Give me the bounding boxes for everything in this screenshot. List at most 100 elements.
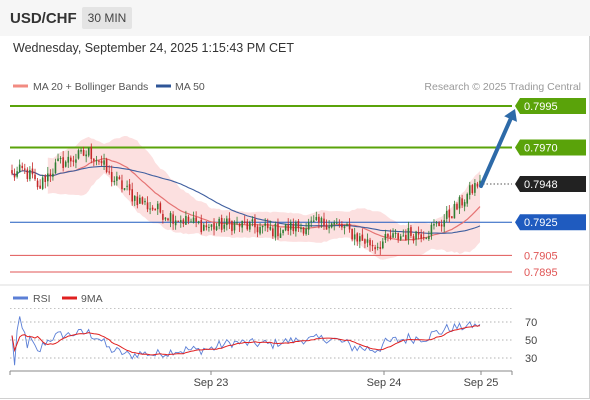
candle bbox=[220, 214, 223, 233]
candle-body bbox=[359, 236, 361, 242]
ma20-line bbox=[32, 157, 481, 241]
candle-body bbox=[192, 217, 195, 223]
candle bbox=[346, 222, 348, 227]
candle bbox=[353, 227, 356, 246]
candle bbox=[463, 199, 466, 212]
candle bbox=[126, 180, 128, 191]
candle-body bbox=[425, 237, 428, 239]
candle-body bbox=[356, 233, 359, 242]
forecast-arrow-shaft bbox=[479, 117, 513, 189]
candle-body bbox=[392, 233, 394, 238]
candle bbox=[287, 218, 289, 235]
candle-body bbox=[36, 180, 39, 188]
candle bbox=[366, 233, 369, 248]
candle bbox=[26, 167, 29, 182]
candle bbox=[420, 229, 422, 243]
candle-body bbox=[297, 221, 300, 229]
candle bbox=[428, 230, 430, 241]
candle bbox=[116, 171, 118, 186]
candle bbox=[72, 155, 75, 167]
candle bbox=[149, 202, 151, 215]
candle-body bbox=[62, 157, 64, 169]
candle bbox=[425, 237, 428, 240]
candle-body bbox=[34, 174, 36, 180]
candle bbox=[343, 224, 346, 235]
timeframe-button[interactable]: 30 MIN bbox=[82, 7, 132, 29]
candle bbox=[228, 212, 231, 229]
candle bbox=[417, 226, 420, 240]
candle bbox=[254, 214, 256, 234]
bollinger-band-layer bbox=[47, 136, 481, 260]
candle bbox=[295, 220, 297, 237]
candle-body bbox=[382, 241, 384, 249]
candle-body bbox=[190, 221, 192, 223]
candle bbox=[70, 155, 72, 168]
rsi-ma-legend-label: 9MA bbox=[81, 293, 103, 305]
candle bbox=[374, 244, 376, 254]
candle bbox=[226, 215, 228, 231]
candle bbox=[284, 223, 287, 232]
candle bbox=[118, 175, 121, 180]
candle bbox=[341, 221, 343, 231]
candle bbox=[146, 196, 149, 213]
candle-body bbox=[325, 224, 328, 230]
candle-body bbox=[261, 225, 264, 228]
candle bbox=[328, 220, 330, 234]
candle bbox=[476, 181, 479, 189]
candle-body bbox=[310, 220, 313, 222]
candle-body bbox=[371, 244, 374, 247]
candle-body bbox=[13, 173, 16, 178]
candle bbox=[266, 218, 269, 233]
candle-body bbox=[21, 165, 24, 169]
candle bbox=[85, 150, 87, 163]
candle-body bbox=[105, 159, 108, 173]
candle-body bbox=[438, 222, 440, 227]
candle bbox=[179, 215, 182, 228]
candle bbox=[16, 166, 18, 179]
candle-body bbox=[468, 185, 471, 195]
candle bbox=[443, 214, 445, 233]
candle-body bbox=[466, 194, 469, 204]
candle-body bbox=[95, 160, 98, 162]
candle-body bbox=[302, 227, 305, 234]
candle bbox=[397, 232, 399, 243]
candle-body bbox=[243, 221, 246, 223]
candle bbox=[323, 212, 325, 231]
candle-body bbox=[295, 222, 297, 232]
candle bbox=[364, 238, 366, 249]
candle bbox=[41, 174, 44, 191]
candle bbox=[292, 218, 295, 235]
candle-body bbox=[249, 222, 251, 230]
candle-body bbox=[420, 234, 422, 239]
candle bbox=[233, 220, 236, 234]
candle bbox=[302, 227, 305, 236]
ma20-legend-label: MA 20 + Bollinger Bands bbox=[33, 81, 148, 93]
candle bbox=[34, 168, 36, 181]
ma50-line bbox=[11, 165, 481, 234]
candle bbox=[167, 217, 169, 222]
candle-body bbox=[384, 233, 387, 240]
candle-body bbox=[128, 184, 131, 191]
candle-body bbox=[87, 147, 90, 156]
candle bbox=[282, 229, 284, 236]
level-lines-layer bbox=[10, 105, 512, 273]
candle bbox=[136, 192, 139, 209]
candle bbox=[433, 219, 435, 230]
candle-body bbox=[458, 197, 461, 209]
candle-body bbox=[41, 177, 44, 189]
candle-body bbox=[218, 218, 220, 227]
candle-body bbox=[412, 236, 415, 241]
candle bbox=[243, 215, 246, 225]
candle-body bbox=[174, 220, 177, 226]
candle bbox=[44, 174, 47, 189]
candle-body bbox=[77, 150, 80, 159]
candle bbox=[471, 183, 474, 195]
candle bbox=[210, 224, 213, 231]
candle bbox=[241, 220, 243, 233]
candle-body bbox=[307, 222, 310, 230]
candle-body bbox=[18, 164, 21, 173]
candle bbox=[144, 198, 146, 206]
candle-body bbox=[126, 185, 128, 187]
candle-body bbox=[387, 234, 389, 237]
